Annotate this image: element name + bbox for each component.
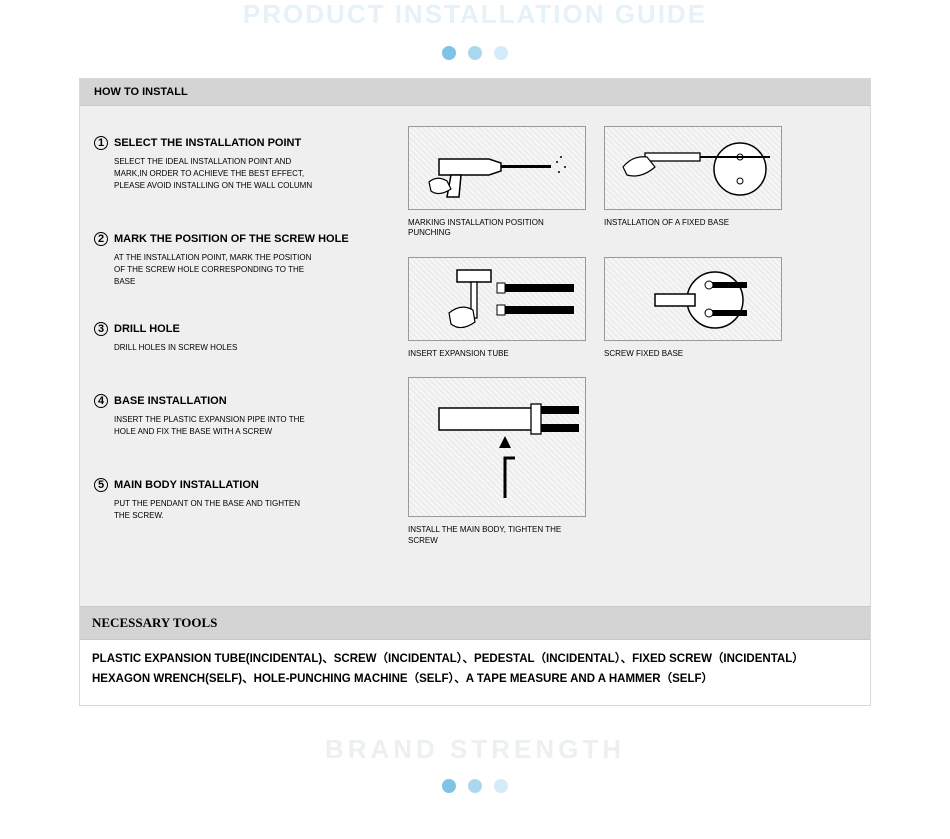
step-5-title-row: 5 MAIN BODY INSTALLATION bbox=[94, 478, 398, 492]
panel-header: HOW TO INSTALL bbox=[80, 79, 870, 106]
dots-bottom bbox=[0, 779, 950, 793]
step-3-title-row: 3 DRILL HOLE bbox=[94, 322, 398, 336]
dot-1 bbox=[442, 46, 456, 60]
diagram-3-caption: INSERT EXPANSION TUBE bbox=[408, 349, 588, 359]
tools-line-2: HEXAGON WRENCH(SELF)、HOLE-PUNCHING MACHI… bbox=[92, 670, 858, 690]
dot-b2 bbox=[468, 779, 482, 793]
step-5-desc: PUT THE PENDANT ON THE BASE AND TIGHTEN … bbox=[94, 498, 314, 522]
step-4-title: BASE INSTALLATION bbox=[114, 395, 227, 407]
step-5-num: 5 bbox=[94, 478, 108, 492]
dots-top bbox=[0, 46, 950, 60]
fixed-base-icon bbox=[605, 258, 782, 341]
main-body-install-icon bbox=[409, 378, 586, 517]
diagram-2: INSTALLATION OF A FIXED BASE bbox=[604, 126, 784, 239]
step-5-title: MAIN BODY INSTALLATION bbox=[114, 479, 259, 491]
drill-icon bbox=[409, 127, 586, 210]
step-3-num: 3 bbox=[94, 322, 108, 336]
step-2-desc: AT THE INSTALLATION POINT, MARK THE POSI… bbox=[94, 252, 314, 288]
diagram-5-box bbox=[408, 377, 586, 517]
step-1-title-row: 1 SELECT THE INSTALLATION POINT bbox=[94, 136, 398, 150]
hammer-tube-icon bbox=[409, 258, 586, 341]
diagram-1-caption: MARKING INSTALLATION POSITION PUNCHING bbox=[408, 218, 588, 239]
step-3: 3 DRILL HOLE DRILL HOLES IN SCREW HOLES bbox=[94, 322, 398, 354]
dot-b1 bbox=[442, 779, 456, 793]
diagram-3: INSERT EXPANSION TUBE bbox=[408, 257, 588, 359]
tools-header: NECESSARY TOOLS bbox=[80, 606, 870, 640]
step-2: 2 MARK THE POSITION OF THE SCREW HOLE AT… bbox=[94, 232, 398, 288]
step-4: 4 BASE INSTALLATION INSERT THE PLASTIC E… bbox=[94, 394, 398, 438]
diagram-2-caption: INSTALLATION OF A FIXED BASE bbox=[604, 218, 784, 228]
diagram-1: MARKING INSTALLATION POSITION PUNCHING bbox=[408, 126, 588, 239]
diagram-5: INSTALL THE MAIN BODY, TIGHTEN THE SCREW bbox=[408, 377, 588, 546]
step-1: 1 SELECT THE INSTALLATION POINT SELECT T… bbox=[94, 136, 398, 192]
step-3-desc: DRILL HOLES IN SCREW HOLES bbox=[94, 342, 314, 354]
diagram-2-box bbox=[604, 126, 782, 210]
page-title-top: PRODUCT INSTALLATION GUIDE bbox=[0, 0, 950, 28]
diagram-1-box bbox=[408, 126, 586, 210]
diagram-5-caption: INSTALL THE MAIN BODY, TIGHTEN THE SCREW bbox=[408, 525, 588, 546]
diagram-4-caption: SCREW FIXED BASE bbox=[604, 349, 784, 359]
screwdriver-base-icon bbox=[605, 127, 782, 210]
diagram-3-box bbox=[408, 257, 586, 341]
install-panel: HOW TO INSTALL 1 SELECT THE INSTALLATION… bbox=[79, 78, 871, 706]
tools-line-1: PLASTIC EXPANSION TUBE(INCIDENTAL)、SCREW… bbox=[92, 650, 858, 670]
diagram-4: SCREW FIXED BASE bbox=[604, 257, 784, 359]
step-4-title-row: 4 BASE INSTALLATION bbox=[94, 394, 398, 408]
step-5: 5 MAIN BODY INSTALLATION PUT THE PENDANT… bbox=[94, 478, 398, 522]
step-3-title: DRILL HOLE bbox=[114, 323, 180, 335]
step-1-title: SELECT THE INSTALLATION POINT bbox=[114, 137, 301, 149]
step-1-num: 1 bbox=[94, 136, 108, 150]
step-2-title-row: 2 MARK THE POSITION OF THE SCREW HOLE bbox=[94, 232, 398, 246]
dot-b3 bbox=[494, 779, 508, 793]
step-1-desc: SELECT THE IDEAL INSTALLATION POINT AND … bbox=[94, 156, 314, 192]
step-4-num: 4 bbox=[94, 394, 108, 408]
tools-body: PLASTIC EXPANSION TUBE(INCIDENTAL)、SCREW… bbox=[80, 640, 870, 705]
dot-2 bbox=[468, 46, 482, 60]
panel-body: 1 SELECT THE INSTALLATION POINT SELECT T… bbox=[80, 106, 870, 606]
step-4-desc: INSERT THE PLASTIC EXPANSION PIPE INTO T… bbox=[94, 414, 314, 438]
page-title-bottom: BRAND STRENGTH bbox=[0, 734, 950, 765]
step-2-num: 2 bbox=[94, 232, 108, 246]
dot-3 bbox=[494, 46, 508, 60]
step-2-title: MARK THE POSITION OF THE SCREW HOLE bbox=[114, 233, 349, 245]
diagrams-column: MARKING INSTALLATION POSITION PUNCHING bbox=[408, 126, 862, 576]
steps-column: 1 SELECT THE INSTALLATION POINT SELECT T… bbox=[88, 126, 408, 576]
diagram-4-box bbox=[604, 257, 782, 341]
